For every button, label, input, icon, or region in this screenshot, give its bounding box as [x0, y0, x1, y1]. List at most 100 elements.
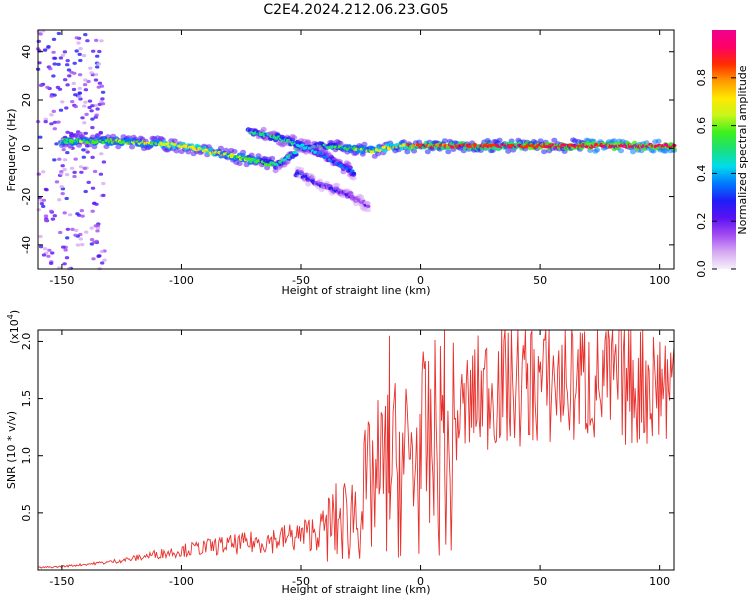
- noise-point: [52, 62, 57, 66]
- noise-point: [89, 226, 94, 230]
- spectrum-halo-point: [350, 175, 357, 181]
- noise-point: [95, 54, 100, 58]
- noise-point: [60, 164, 65, 168]
- spectrum-halo-point: [91, 144, 98, 150]
- noise-point: [46, 254, 51, 258]
- noise-point: [86, 180, 91, 184]
- colorbar-tick-label: 0.4: [695, 165, 708, 183]
- spectrum-halo-point: [375, 151, 382, 157]
- spectrum-halo-point: [74, 133, 81, 139]
- spectrum-halo-point: [505, 148, 512, 154]
- noise-point: [92, 240, 97, 244]
- noise-point: [36, 172, 41, 176]
- x-tick-label: -100: [169, 274, 194, 287]
- noise-point: [90, 209, 95, 213]
- noise-point: [48, 261, 54, 265]
- colorbar-tick-label: 0.8: [695, 69, 708, 87]
- noise-point: [72, 174, 77, 179]
- noise-point: [100, 97, 105, 101]
- noise-point: [83, 88, 89, 92]
- noise-point: [97, 81, 103, 85]
- noise-point: [38, 32, 43, 36]
- spectrum-halo-point: [650, 148, 657, 154]
- spectrum-halo-point: [618, 148, 624, 154]
- noise-point: [83, 189, 88, 194]
- snr-y-label: SNR (10 * v/v): [5, 411, 18, 489]
- noise-point: [77, 52, 82, 57]
- snr-series-line: [37, 329, 675, 569]
- y-tick-label: 40: [20, 45, 33, 59]
- noise-point: [43, 247, 48, 251]
- y-tick-label: 0: [20, 145, 33, 152]
- spectrogram-y-label: Frequency (Hz): [5, 109, 18, 192]
- noise-point: [54, 180, 60, 184]
- noise-point: [76, 41, 81, 45]
- spectrum-core-point: [229, 155, 235, 159]
- noise-point: [71, 81, 77, 85]
- noise-point: [96, 62, 102, 66]
- noise-point: [58, 230, 63, 235]
- noise-point: [57, 198, 62, 202]
- spectrum-halo-point: [185, 149, 192, 155]
- noise-point: [46, 45, 51, 49]
- noise-point: [50, 217, 56, 221]
- noise-point: [68, 213, 73, 217]
- noise-point: [51, 37, 57, 42]
- noise-point: [81, 155, 87, 159]
- noise-point: [42, 48, 48, 52]
- spectrum-halo-point: [217, 145, 224, 151]
- colorbar-tick-label: 0.6: [695, 117, 708, 135]
- noise-point: [99, 39, 104, 43]
- noise-point: [73, 105, 79, 109]
- y-tick-label: 1.0: [20, 447, 33, 465]
- spectrum-point: [347, 165, 353, 170]
- noise-point: [61, 245, 66, 249]
- spectrum-halo-point: [223, 147, 229, 153]
- noise-point: [39, 202, 45, 206]
- noise-point: [36, 208, 41, 212]
- spectrum-core-point: [366, 204, 371, 208]
- noise-point: [83, 33, 88, 37]
- noise-point: [93, 103, 99, 107]
- noise-point: [70, 227, 75, 231]
- noise-point: [67, 74, 72, 78]
- noise-point: [89, 109, 94, 113]
- spectrum-halo-point: [264, 165, 271, 171]
- spectrum-halo-point: [240, 149, 247, 155]
- spectrum-halo-point: [424, 149, 431, 155]
- snr-x-label: Height of straight line (km): [281, 583, 430, 596]
- noise-point: [75, 243, 81, 247]
- y-tick-label: 2.0: [20, 333, 33, 351]
- spectrum-core-point: [263, 163, 269, 167]
- spectrum-halo-point: [340, 169, 347, 175]
- noise-point: [59, 185, 64, 189]
- noise-point: [61, 148, 66, 152]
- spectrum-halo-point: [496, 137, 503, 143]
- noise-point: [74, 228, 79, 232]
- y-tick-label: -40: [20, 236, 33, 254]
- noise-point: [87, 99, 93, 103]
- noise-point: [89, 71, 94, 75]
- noise-point: [49, 94, 54, 98]
- noise-point: [79, 170, 84, 174]
- spectrogram-x-label: Height of straight line (km): [281, 284, 430, 297]
- noise-point: [41, 198, 47, 202]
- noise-point: [50, 251, 55, 255]
- noise-point: [72, 71, 77, 75]
- y-tick-label: 1.5: [20, 390, 33, 408]
- spectrum-core-point: [92, 140, 98, 144]
- spectrum-core-point: [350, 169, 355, 173]
- colorbar-gradient: [712, 30, 736, 269]
- noise-point: [43, 187, 49, 191]
- noise-point: [41, 170, 46, 174]
- noise-point: [56, 31, 62, 36]
- noise-point: [95, 223, 101, 227]
- spectrum-core-point: [258, 132, 263, 137]
- colorbar-tick-label: 0.0: [695, 260, 708, 278]
- spectrum-halo-point: [236, 161, 243, 167]
- snr-multiplier-exp: 4: [6, 314, 15, 319]
- noise-point: [97, 254, 102, 258]
- spectrogram-marks: [35, 29, 677, 271]
- noise-point: [99, 250, 105, 254]
